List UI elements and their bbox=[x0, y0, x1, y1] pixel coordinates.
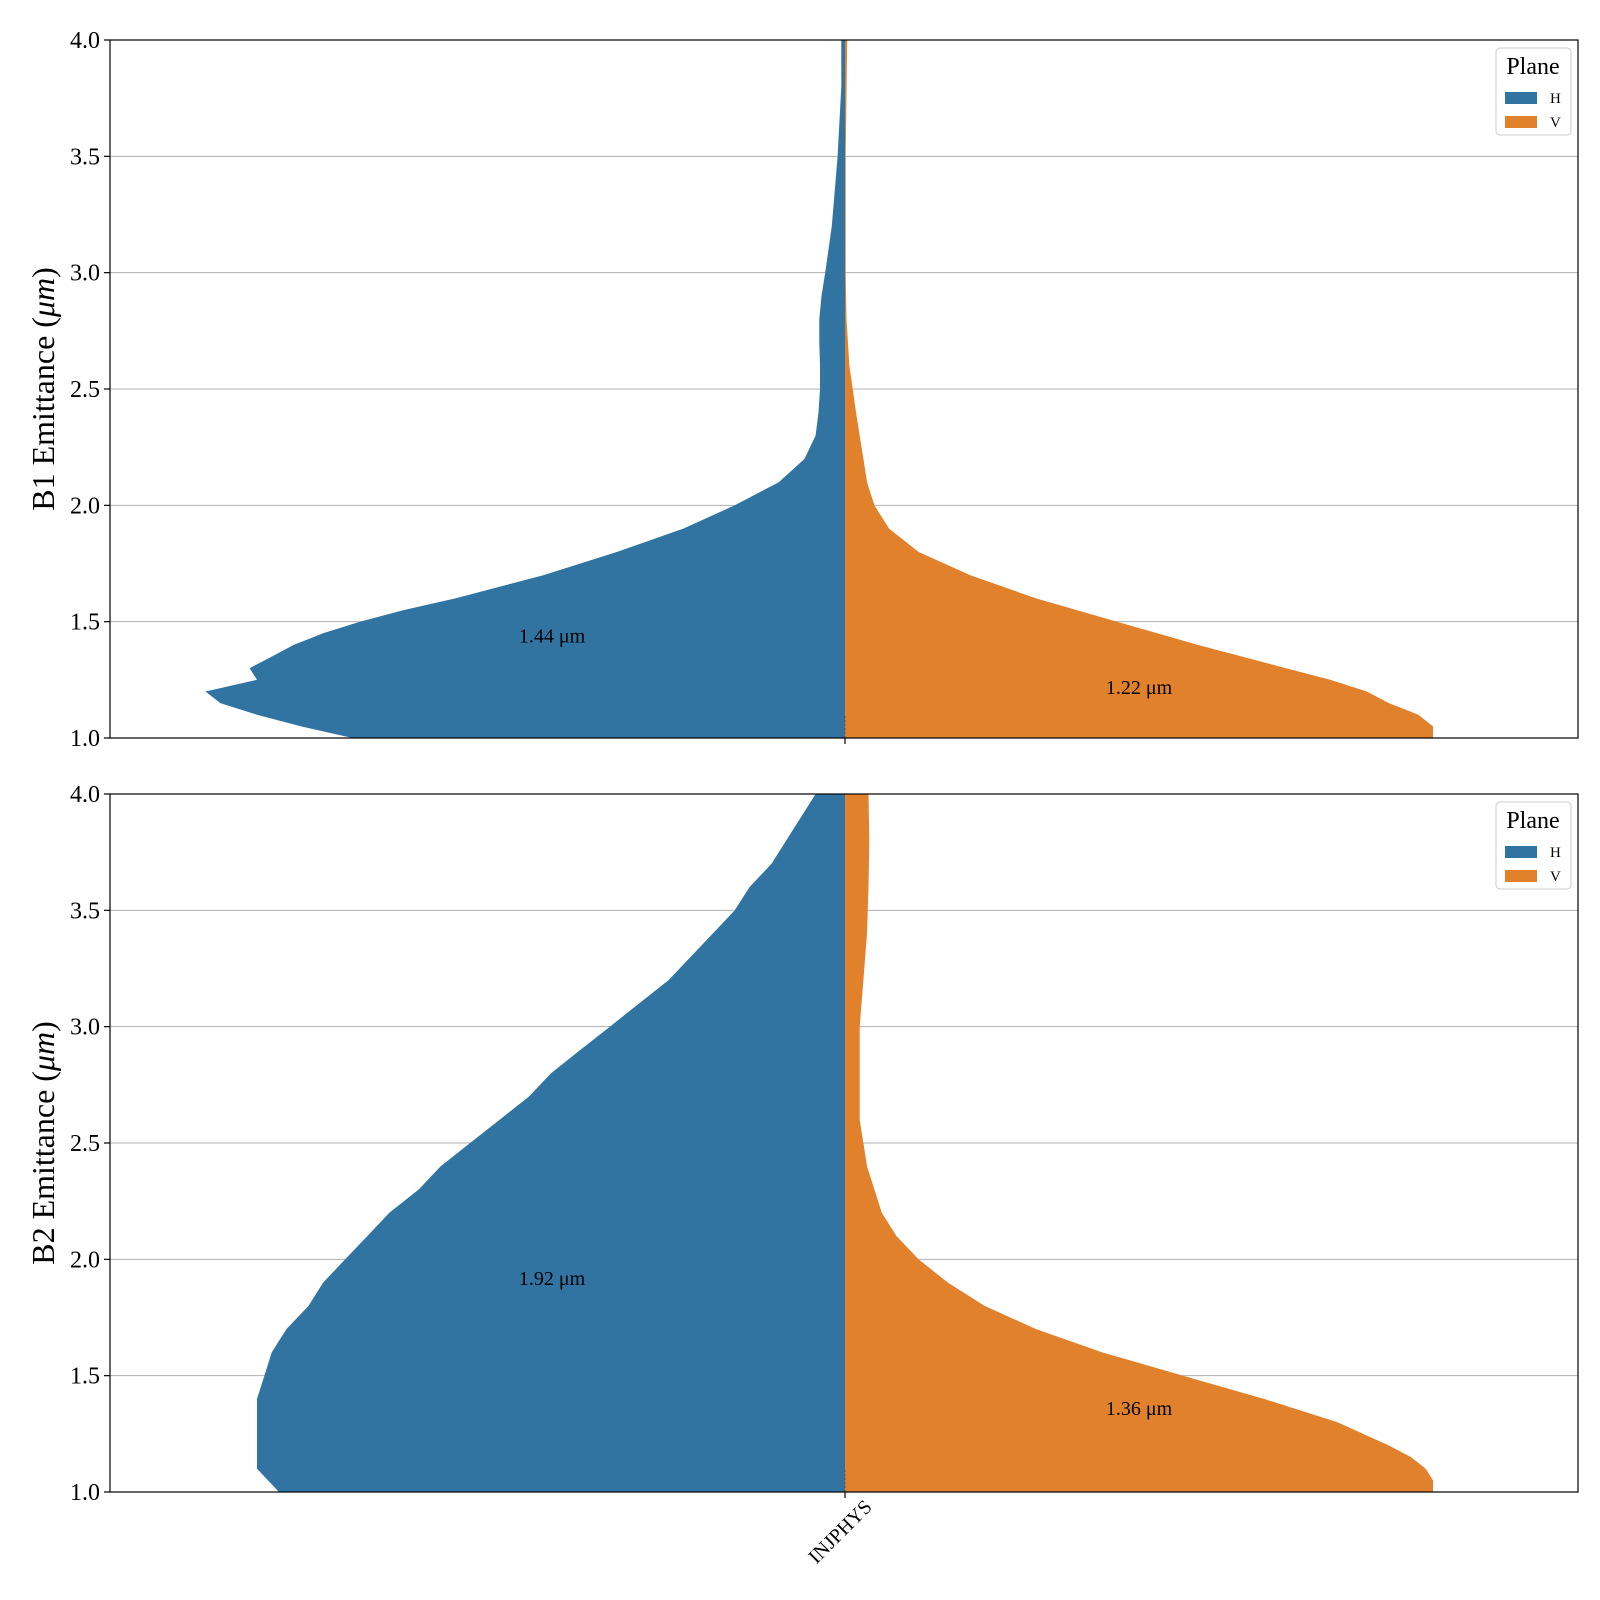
y-tick-label: 3.5 bbox=[70, 144, 100, 170]
legend-label-h: H bbox=[1550, 91, 1561, 107]
legend-swatch-v bbox=[1505, 116, 1537, 128]
y-tick-label: 1.5 bbox=[70, 1364, 100, 1390]
y-tick-label: 3.0 bbox=[70, 261, 100, 287]
y-tick-label: 2.0 bbox=[70, 493, 100, 519]
y-tick-label: 1.0 bbox=[70, 1480, 100, 1506]
median-label-h: 1.44 μm bbox=[519, 626, 586, 648]
legend-label-v: V bbox=[1550, 869, 1561, 885]
y-tick-label: 4.0 bbox=[70, 782, 100, 808]
legend-title: Plane bbox=[1506, 54, 1559, 80]
legend-box bbox=[1495, 801, 1572, 890]
panel-2: 1.92 μm 1.36 μm 1.0 1.5 2.0 2.5 3.0 3.5 4.0 B2 Em… bbox=[25, 782, 1579, 1506]
y-axis-title-main: B1 Emittance ( bbox=[25, 317, 61, 511]
y-axis-title-unit: μm bbox=[25, 1032, 61, 1072]
y-tick-label: 2.5 bbox=[70, 377, 100, 403]
median-label-h: 1.92 μm bbox=[519, 1268, 586, 1290]
median-label-v: 1.36 μm bbox=[1106, 1398, 1173, 1420]
y-tick-label: 2.0 bbox=[70, 1247, 100, 1273]
y-axis-title-main: B2 Emittance ( bbox=[25, 1071, 61, 1265]
y-tick-label: 3.0 bbox=[70, 1015, 100, 1041]
y-tick-label: 1.5 bbox=[70, 610, 100, 636]
legend-title: Plane bbox=[1506, 808, 1559, 834]
median-label-v: 1.22 μm bbox=[1106, 677, 1173, 699]
y-tick-label: 2.5 bbox=[70, 1131, 100, 1157]
y-axis-title-close: ) bbox=[25, 267, 61, 278]
y-axis-title: B2 Emittance (μm) bbox=[25, 1021, 61, 1265]
violin-h bbox=[257, 794, 845, 1492]
legend: Plane HV bbox=[1495, 47, 1572, 136]
legend-swatch-h bbox=[1505, 92, 1537, 104]
legend-box bbox=[1495, 47, 1572, 136]
violin-h bbox=[205, 40, 845, 738]
panel-1: 1.44 μm 1.22 μm 1.0 1.5 2.0 2.5 3.0 3.5 4.0 B1 Em… bbox=[25, 28, 1579, 752]
y-axis-title-unit: μm bbox=[25, 278, 61, 318]
y-tick-label: 1.0 bbox=[70, 726, 100, 752]
y-axis-title: B1 Emittance (μm) bbox=[25, 267, 61, 511]
legend-swatch-h bbox=[1505, 846, 1537, 858]
y-tick-label: 4.0 bbox=[70, 28, 100, 54]
legend-label-h: H bbox=[1550, 845, 1561, 861]
legend-label-v: V bbox=[1550, 115, 1561, 131]
legend-swatch-v bbox=[1505, 870, 1537, 882]
violin-v bbox=[845, 40, 1433, 738]
x-tick-label: INJPHYS bbox=[804, 1496, 876, 1568]
y-tick-label: 3.5 bbox=[70, 898, 100, 924]
legend: Plane HV bbox=[1495, 801, 1572, 890]
violin-v bbox=[845, 794, 1433, 1492]
y-axis-title-close: ) bbox=[25, 1021, 61, 1032]
